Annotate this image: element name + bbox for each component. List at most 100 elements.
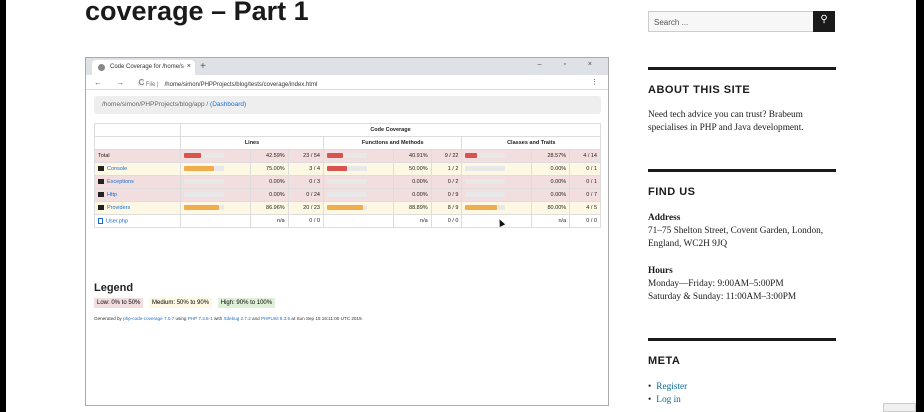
coverage-count: 4 / 14 <box>569 149 601 163</box>
find-us-title: FIND US <box>648 186 696 198</box>
legend-title: Legend <box>94 282 134 294</box>
coverage-count: 0 / 0 <box>569 214 601 228</box>
xdebug-link[interactable]: Xdebug 2.7.2 <box>223 316 251 321</box>
new-tab-icon[interactable]: + <box>200 61 206 72</box>
legend-high: High: 90% to 100% <box>217 298 276 308</box>
row-name-cell: Http <box>94 188 181 202</box>
coverage-bar-cell <box>461 201 533 215</box>
coverage-bar-fill <box>327 153 344 159</box>
coverage-bar-cell <box>323 149 394 163</box>
menu-icon[interactable]: ⋮ <box>591 79 598 86</box>
coverage-count: 20 / 23 <box>287 201 325 215</box>
hours-weekday: Monday—Friday: 9:00AM–5:00PM <box>648 279 784 289</box>
legend: Low: 0% to 50% Medium: 50% to 90% High: … <box>94 298 279 308</box>
coverage-bar-cell <box>323 214 394 228</box>
coverage-bar-cell <box>461 175 533 189</box>
nav-buttons[interactable]: ← → C <box>94 78 151 87</box>
gen-text: and <box>250 316 261 321</box>
gen-text: using <box>174 316 188 321</box>
divider <box>648 169 836 172</box>
coverage-percent: n/a <box>531 214 571 228</box>
coverage-count: 0 / 9 <box>430 188 463 202</box>
coverage-bar-fill <box>327 166 347 172</box>
tab-title: Code Coverage for /home/s <box>110 64 184 70</box>
coverage-percent: 88.89% <box>392 201 432 215</box>
row-link[interactable]: Http <box>107 192 118 198</box>
coverage-bar-cell <box>180 188 251 202</box>
coverage-bar <box>184 192 224 198</box>
table-row: User.php n/a 0 / 0 n/a 0 / 0 n/a 0 / 0 <box>94 214 601 228</box>
coverage-bar-cell <box>323 175 394 189</box>
coverage-bar <box>327 179 367 185</box>
search-icon[interactable]: ⚲ <box>813 11 835 32</box>
header-functions: Functions and Methods <box>322 136 463 150</box>
coverage-bar-fill <box>465 205 498 211</box>
coverage-count: 4 / 5 <box>569 201 601 215</box>
php-link[interactable]: PHP 7.3.8-1 <box>187 316 213 321</box>
breadcrumb-separator: / <box>206 101 209 108</box>
folder-icon <box>98 179 104 185</box>
coverage-percent: 0.00% <box>249 188 289 202</box>
row-label: Total <box>98 153 110 159</box>
coverage-bar <box>184 205 224 211</box>
coverage-count: 9 / 22 <box>430 149 463 163</box>
coverage-percent: 28.57% <box>531 149 571 163</box>
row-link[interactable]: Exceptions <box>107 179 134 185</box>
coverage-bar-fill <box>184 153 202 159</box>
blog-page: coverage – Part 1 Code Coverage for /hom… <box>6 0 916 412</box>
meta-list: Register Log in <box>648 381 840 407</box>
list-item: Log in <box>648 394 840 407</box>
window-controls[interactable]: – ▫ × <box>537 61 602 68</box>
post-title: coverage – Part 1 <box>85 0 309 26</box>
coverage-bar <box>184 166 224 172</box>
coverage-bar-cell <box>180 149 251 163</box>
table-row: Http 0.00% 0 / 24 0.00% 0 / 9 0.00% 0 / 7 <box>94 188 601 202</box>
coverage-percent: 0.00% <box>392 175 432 189</box>
coverage-bar-fill <box>184 166 214 172</box>
dashboard-link[interactable]: (Dashboard) <box>210 101 247 108</box>
coverage-table: Code Coverage Lines Functions and Method… <box>94 123 601 228</box>
address-label: Address <box>648 213 681 223</box>
coverage-bar-cell <box>461 214 533 228</box>
table-row: Providers 86.96% 20 / 23 88.89% 8 / 9 80.00% 4… <box>94 201 601 215</box>
coverage-percent: 0.00% <box>531 188 571 202</box>
row-name-cell: Providers <box>94 201 181 215</box>
coverage-percent: 75.00% <box>249 162 289 176</box>
address-input[interactable]: ⓘ File | /home/simon/PHPProjects/blog/tes… <box>138 79 317 88</box>
coverage-bar-cell <box>461 149 533 163</box>
coverage-count: 0 / 2 <box>430 175 463 189</box>
tab-close-icon[interactable]: × <box>186 63 191 70</box>
row-name-cell: Console <box>94 162 181 176</box>
coverage-bar-cell <box>323 162 394 176</box>
coverage-count: 0 / 1 <box>569 175 601 189</box>
register-link[interactable]: Register <box>656 382 688 392</box>
coverage-count: 0 / 1 <box>569 162 601 176</box>
row-link[interactable]: User.php <box>106 218 129 225</box>
divider <box>648 67 836 70</box>
coverage-count: 1 / 2 <box>430 162 463 176</box>
row-link[interactable]: Console <box>107 166 128 172</box>
generated-by-text: Generated by php-code-coverage 7.0.7 usi… <box>94 316 363 321</box>
php-code-coverage-link[interactable]: php-code-coverage 7.0.7 <box>123 316 175 321</box>
coverage-bar-cell <box>180 214 251 228</box>
coverage-bar <box>327 153 367 159</box>
header-blank <box>94 123 181 137</box>
search-input[interactable]: Search ... <box>648 11 814 32</box>
coverage-count: 3 / 4 <box>287 162 325 176</box>
login-link[interactable]: Log in <box>656 395 681 405</box>
browser-tab[interactable]: Code Coverage for /home/s × <box>92 60 195 75</box>
coverage-percent: 0.00% <box>531 162 571 176</box>
list-item: Register <box>648 381 840 394</box>
gen-text: with <box>212 316 224 321</box>
coverage-bar-cell <box>180 162 251 176</box>
table-row: Console 75.00% 3 / 4 50.00% 1 / 2 0.00% 0 / 1 <box>94 162 601 176</box>
coverage-bar-cell <box>461 162 533 176</box>
coverage-percent: 0.00% <box>392 188 432 202</box>
row-link[interactable]: Providers <box>107 205 131 211</box>
header-lines: Lines <box>180 136 324 150</box>
coverage-report: /home/simon/PHPProjects/blog/app / (Dash… <box>86 90 608 405</box>
coverage-bar <box>465 192 506 198</box>
phpunit-link[interactable]: PHPUnit 8.3.5 <box>261 316 291 321</box>
folder-icon <box>98 166 104 172</box>
coverage-bar-cell <box>180 201 251 215</box>
